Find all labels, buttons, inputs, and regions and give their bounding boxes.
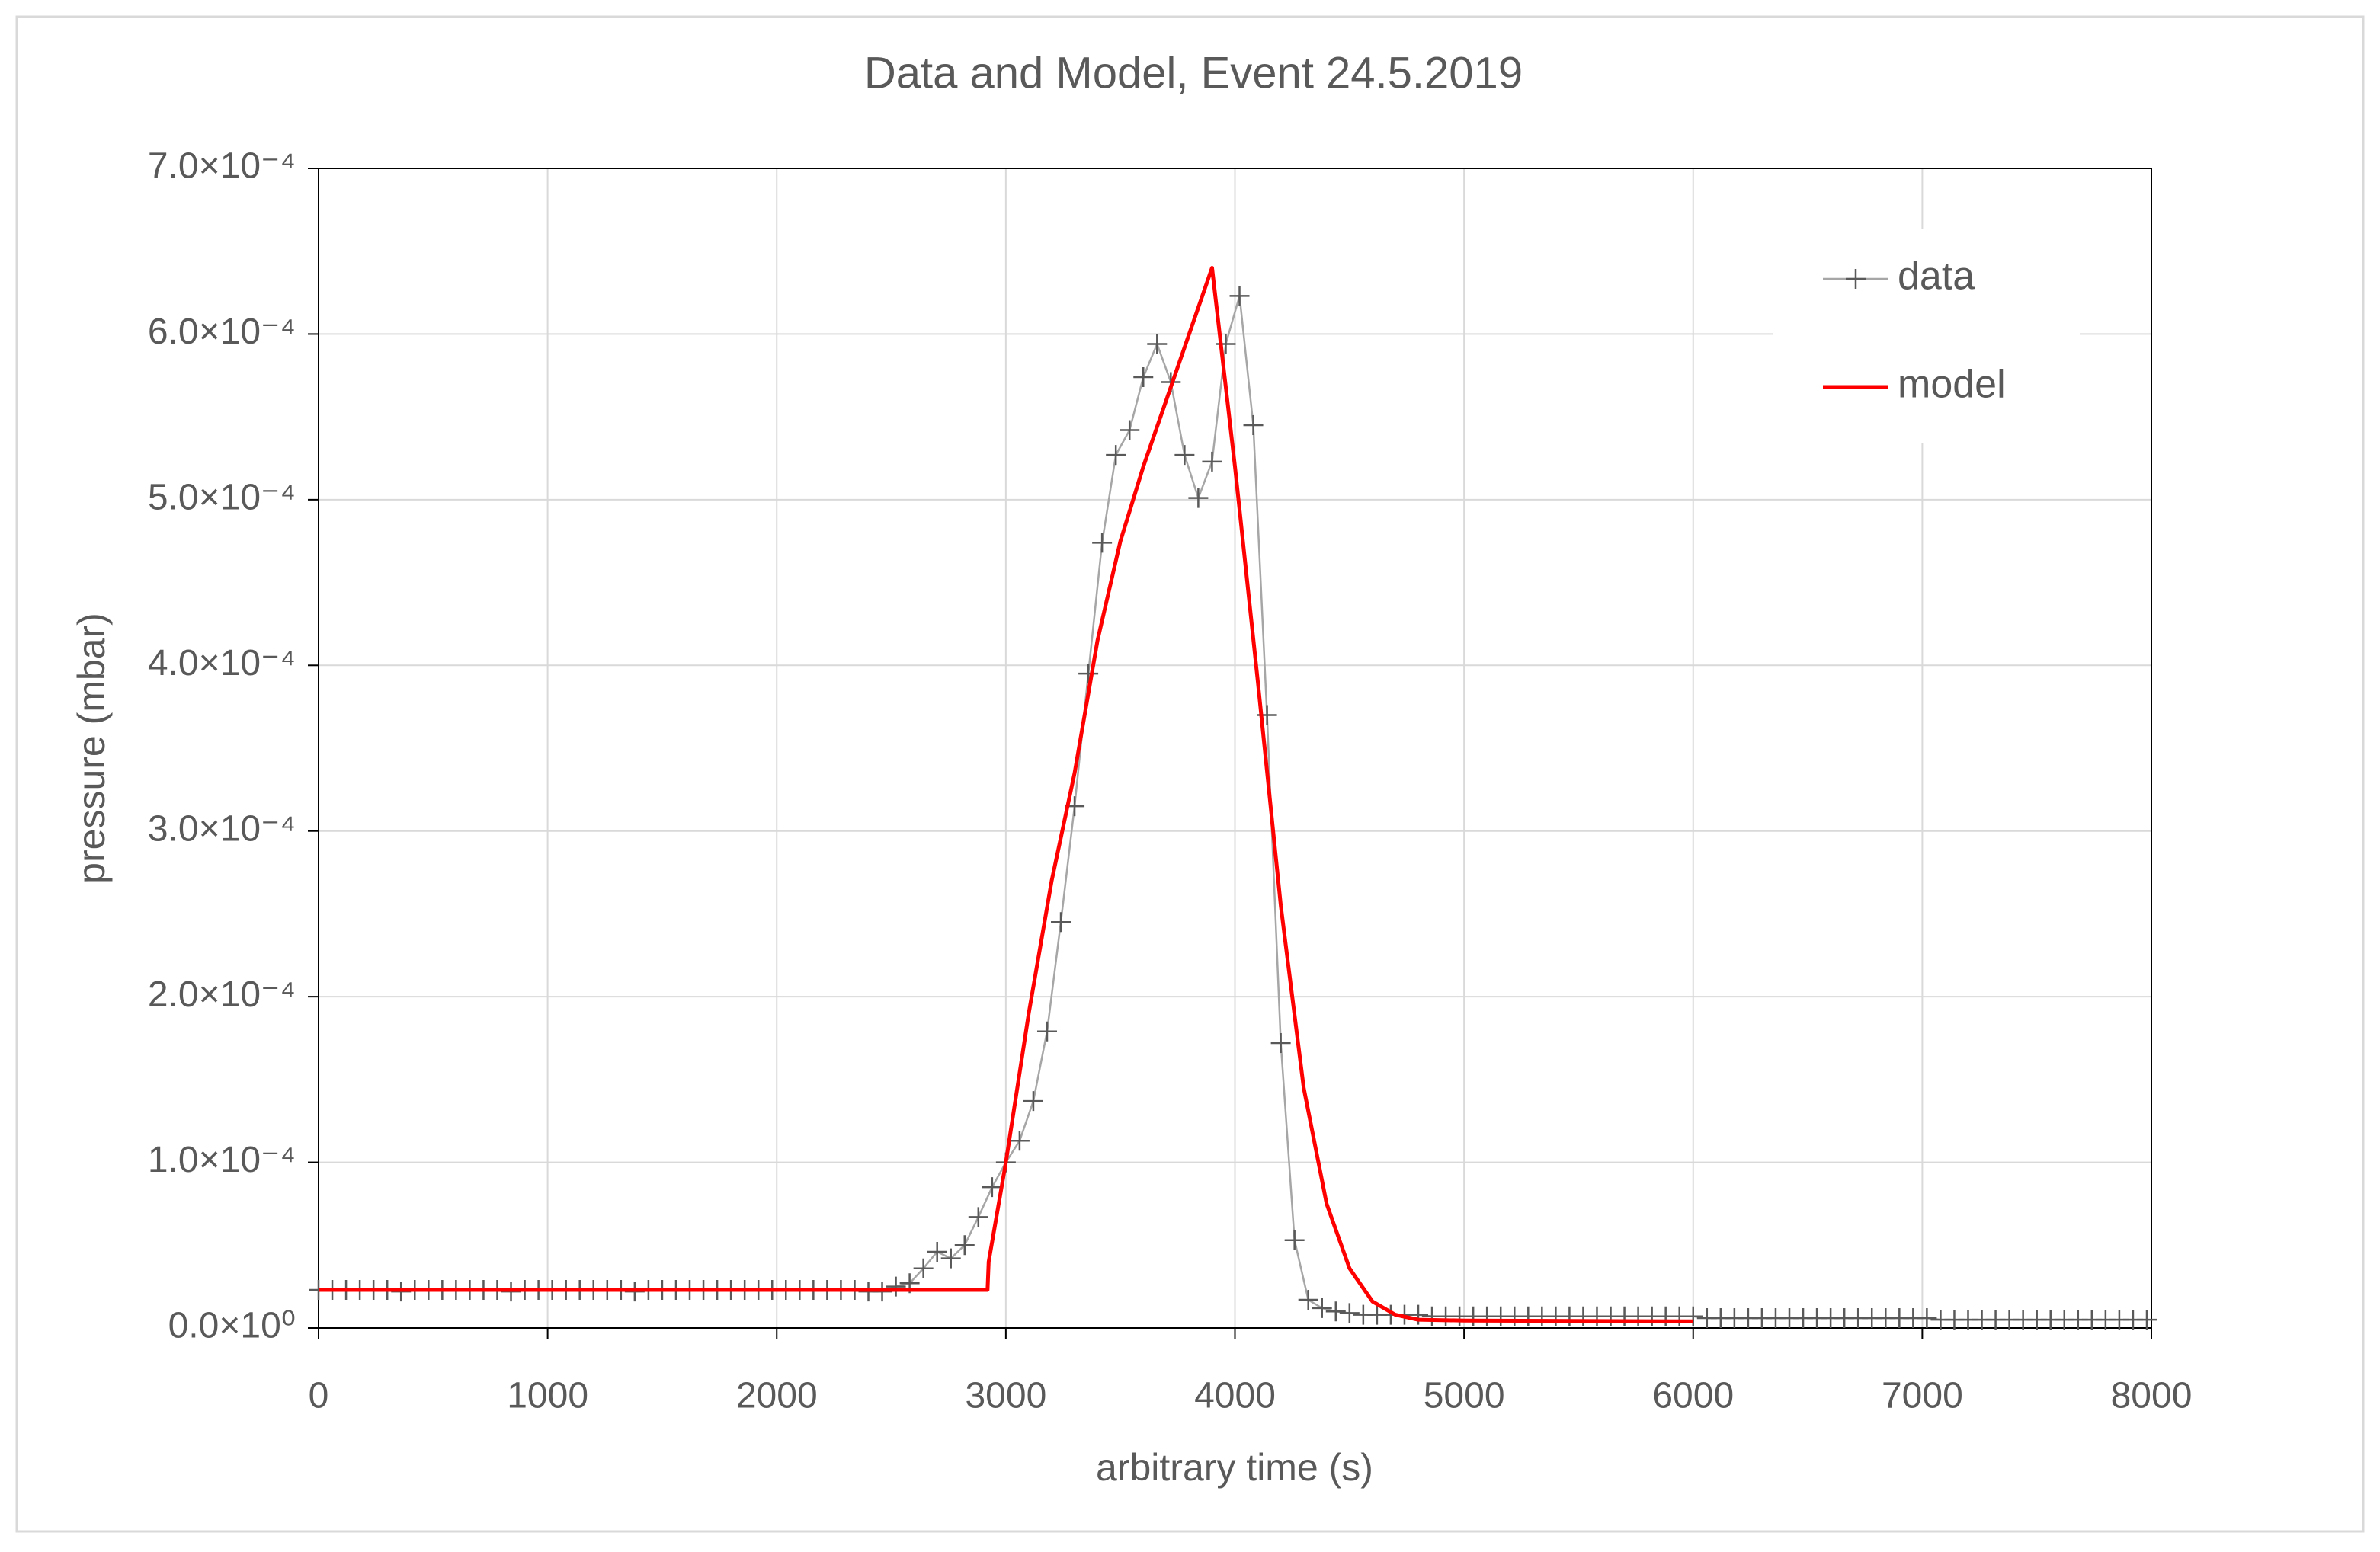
x-tick-label: 1000 <box>507 1376 588 1416</box>
data-point <box>940 1248 961 1269</box>
series-line <box>319 265 1693 1323</box>
data-point <box>1133 366 1154 387</box>
chart-title: Data and Model, Event 24.5.2019 <box>864 48 1523 98</box>
data-point <box>886 1276 906 1297</box>
data-point <box>1009 1131 1030 1151</box>
x-tick-label: 0 <box>309 1376 329 1416</box>
data-point <box>1078 664 1099 684</box>
data-point <box>1023 1091 1043 1112</box>
data-point <box>1036 1021 1057 1042</box>
data-point <box>1092 533 1113 553</box>
data-point <box>954 1235 975 1256</box>
data-point <box>1174 445 1195 466</box>
x-tick-label: 8000 <box>2111 1376 2193 1416</box>
data-point <box>1106 445 1126 466</box>
y-axis-label: pressure (mbar) <box>70 613 113 884</box>
y-tick-label: 1.0×10⁻⁴ <box>148 1140 296 1180</box>
x-axis-label: arbitrary time (s) <box>1096 1446 1373 1489</box>
data-point <box>2136 1310 2157 1330</box>
data-point <box>1120 420 1140 440</box>
data-point <box>1188 488 1209 508</box>
data-point <box>1202 451 1222 472</box>
data-point <box>982 1177 1002 1198</box>
data-point <box>913 1258 934 1278</box>
legend: data model <box>1773 229 2080 443</box>
y-tick-label: 5.0×10⁻⁴ <box>148 478 296 518</box>
data-point <box>1917 1307 1937 1328</box>
y-tick-label: 6.0×10⁻⁴ <box>148 312 296 352</box>
legend-box <box>1773 229 2080 443</box>
x-tick-label: 3000 <box>965 1376 1046 1416</box>
data-point <box>1270 1033 1291 1054</box>
x-tick-label: 2000 <box>736 1376 818 1416</box>
data-point <box>1339 1303 1360 1323</box>
data-point <box>1312 1298 1332 1318</box>
y-tick-label: 0.0×10⁰ <box>168 1306 296 1346</box>
data-point <box>1051 912 1071 933</box>
x-tick-label: 5000 <box>1424 1376 1505 1416</box>
x-tick-label: 7000 <box>1882 1376 1963 1416</box>
x-tick-label: 6000 <box>1652 1376 1734 1416</box>
data-point <box>1683 1306 1703 1326</box>
y-tick-label: 7.0×10⁻⁴ <box>148 146 296 187</box>
y-tick-label: 4.0×10⁻⁴ <box>148 643 296 683</box>
y-tick-label: 3.0×10⁻⁴ <box>148 808 296 849</box>
data-point <box>1325 1301 1346 1322</box>
plot-frame <box>318 168 2152 1329</box>
data-point <box>1243 415 1264 436</box>
data-point <box>927 1241 947 1262</box>
data-point <box>1284 1230 1305 1250</box>
data-point <box>1229 286 1250 306</box>
data-point <box>1298 1290 1318 1310</box>
x-tick-label: 4000 <box>1194 1376 1276 1416</box>
data-point <box>968 1207 988 1227</box>
data-point <box>1147 334 1168 354</box>
legend-marker <box>1846 269 1866 289</box>
legend-label: data <box>1898 254 1975 299</box>
y-tick-label: 2.0×10⁻⁴ <box>148 974 296 1015</box>
legend-label: model <box>1898 363 2006 407</box>
